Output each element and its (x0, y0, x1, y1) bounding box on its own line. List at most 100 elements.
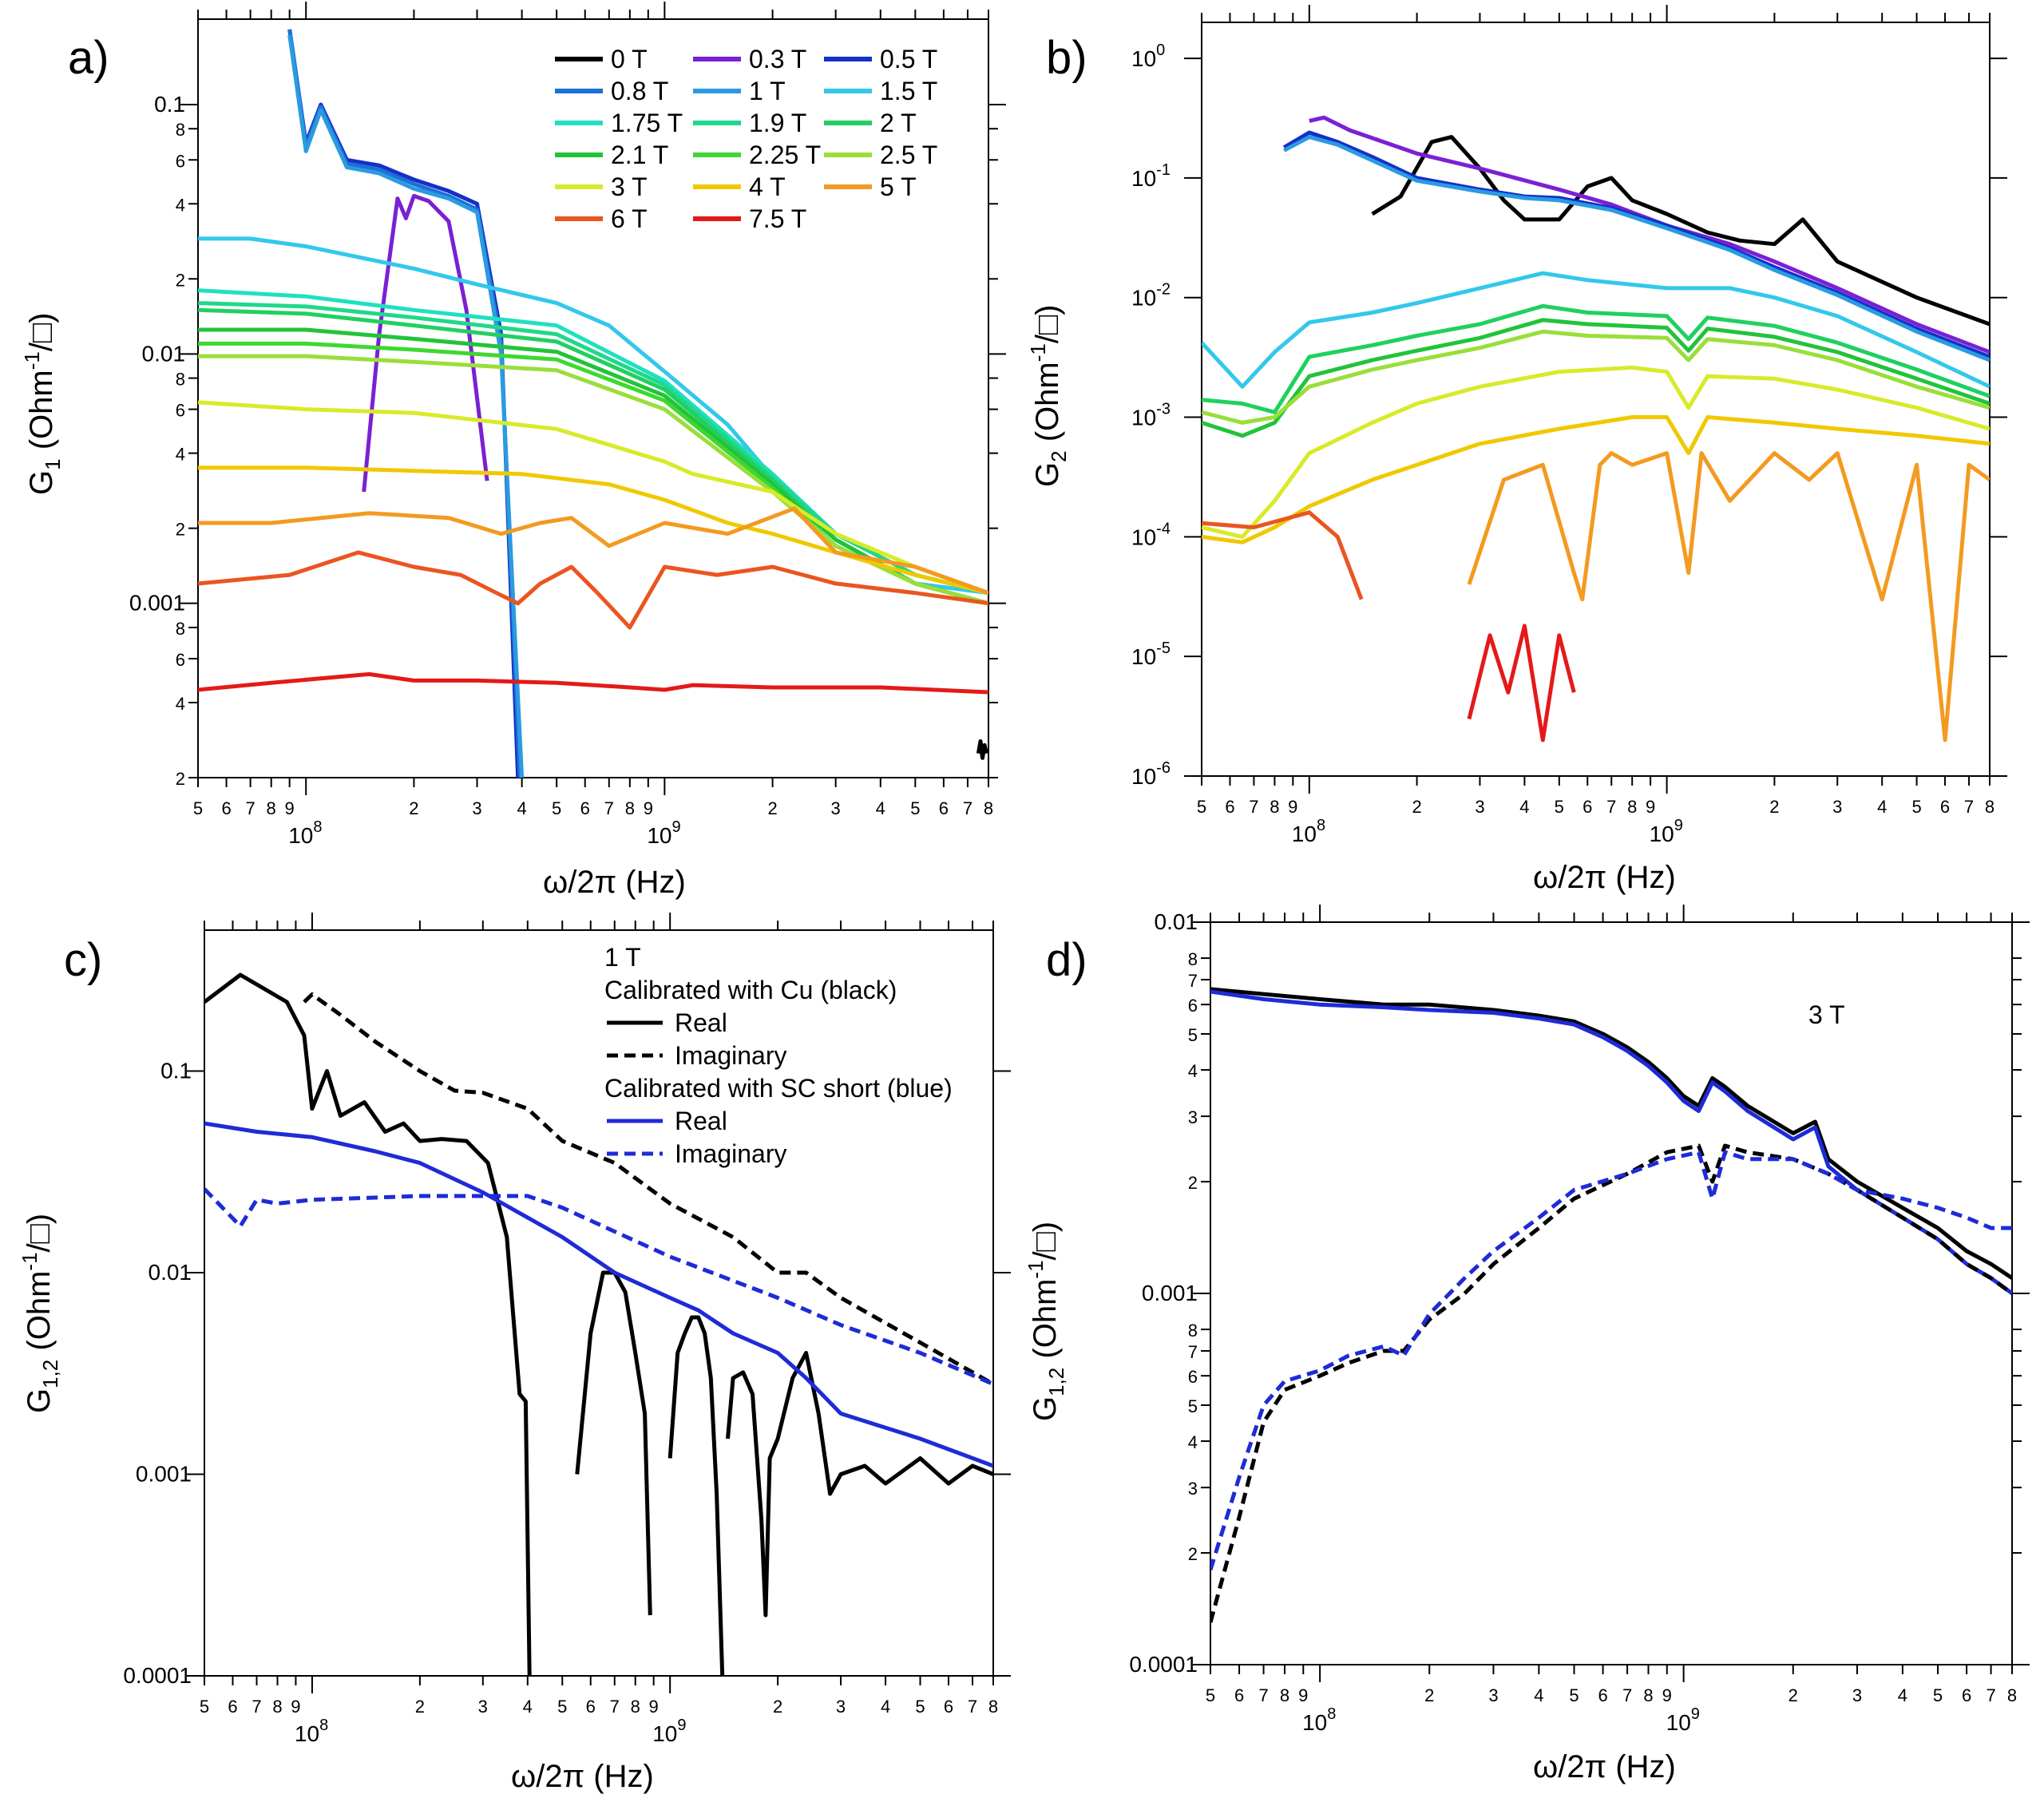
x-minor-label: 7 (1249, 797, 1258, 817)
x-minor-label: 4 (1534, 1685, 1543, 1705)
series-line-sc-imaginary (204, 1187, 993, 1386)
x-minor-label: 7 (1986, 1685, 1995, 1705)
series-line-3-t (1202, 365, 1990, 539)
y-tick-label: 5 (1188, 1396, 1198, 1416)
x-minor-label: 9 (291, 1697, 300, 1717)
panel-b-ylabel: G2 (Ohm-1/□) (1026, 305, 1071, 487)
x-minor-label: 5 (1911, 797, 1921, 817)
x-minor-label: 7 (1258, 1685, 1268, 1705)
y-tick-label: 6 (176, 650, 185, 670)
x-minor-label: 4 (1877, 797, 1887, 817)
legend-label: 6 T (611, 204, 648, 233)
y-tick-label: 2 (1188, 1173, 1198, 1193)
x-minor-label: 6 (1940, 797, 1950, 817)
series-line-cu-real-high-f- (575, 1270, 652, 1616)
series-line-cu-real (1210, 987, 2012, 1280)
legend-label: Real (675, 1008, 727, 1037)
series-line-4-t (198, 465, 988, 596)
y-tick-label: 10-1 (1131, 161, 1171, 191)
x-minor-label: 7 (610, 1697, 620, 1717)
x-minor-label: 5 (915, 1697, 925, 1717)
legend-title: 1 T (604, 943, 641, 972)
series-line-2-5-t (198, 354, 988, 606)
series-line-sc-real (204, 1121, 993, 1468)
x-minor-label: 7 (1964, 797, 1974, 817)
panel-c-legend: 1 T Calibrated with Cu (black) Real Imagina… (604, 943, 953, 1168)
panel-a-frame (197, 18, 989, 778)
panel-c-plot-area (204, 972, 993, 1676)
y-tick-label: 0.0001 (1129, 1652, 1198, 1677)
panel-d-plot-area (1210, 987, 2012, 1623)
x-minor-label: 9 (1646, 797, 1655, 817)
x-minor-label: 6 (1225, 797, 1234, 817)
x-minor-label: 2 (409, 798, 418, 818)
y-tick-label: 10-2 (1131, 281, 1171, 311)
y-tick-label: 4 (1188, 1432, 1198, 1452)
y-tick-label: 4 (1188, 1061, 1198, 1081)
y-tick-label: 7 (1188, 1342, 1198, 1362)
panel-a-legend: 0 T 0.3 T 0.5 T 0.8 T 1 T 1.5 T 1.75 T 1.9 T 2 T… (555, 45, 937, 233)
legend-label: 0.3 T (749, 45, 806, 73)
legend-label: 2.25 T (749, 141, 821, 169)
x-minor-label: 4 (523, 1697, 533, 1717)
series-line-7-5-t (198, 671, 988, 695)
x-tick-label: 109 (1650, 817, 1683, 846)
y-tick-label: 4 (176, 694, 185, 714)
x-minor-label: 9 (649, 1697, 659, 1717)
x-minor-label: 8 (2007, 1685, 2017, 1705)
x-minor-label: 7 (1606, 797, 1616, 817)
y-tick-label: 8 (176, 619, 185, 639)
x-minor-label: 2 (773, 1697, 782, 1717)
x-minor-label: 5 (910, 798, 920, 818)
x-minor-label: 2 (1424, 1685, 1434, 1705)
panel-d-label: d) (1046, 934, 1087, 986)
y-tick-label: 4 (176, 195, 185, 215)
y-tick-label: 5 (1188, 1025, 1198, 1045)
y-tick-label: 0.001 (129, 591, 185, 616)
panel-c-label: c) (64, 934, 102, 986)
panel-a-xlabel: ω/2π (Hz) (543, 865, 686, 900)
y-tick-label: 2 (176, 769, 185, 789)
x-minor-label: 7 (246, 798, 256, 818)
x-minor-label: 7 (252, 1697, 261, 1717)
y-tick-label: 10-5 (1131, 640, 1171, 669)
x-minor-label: 2 (767, 798, 777, 818)
series-line-0-8-t (287, 29, 522, 778)
series-line-0-t (1371, 135, 1990, 327)
y-tick-label: 100 (1131, 42, 1165, 71)
x-minor-label: 2 (1769, 797, 1779, 817)
legend-label: 1.9 T (749, 109, 806, 137)
x-minor-label: 5 (1933, 1685, 1943, 1705)
legend-label: 0.5 T (880, 45, 937, 73)
x-minor-label: 7 (963, 798, 972, 818)
x-minor-label: 7 (968, 1697, 977, 1717)
y-tick-label: 10-3 (1131, 401, 1171, 430)
x-tick-label: 108 (295, 1717, 328, 1746)
series-line-0-t (976, 739, 988, 760)
y-tick-label: 6 (176, 401, 185, 421)
x-minor-label: 4 (1898, 1685, 1907, 1705)
y-tick-label: 10-6 (1131, 759, 1171, 789)
x-tick-label: 109 (1666, 1705, 1700, 1735)
y-tick-label: 0.01 (149, 1260, 192, 1285)
y-tick-label: 8 (176, 120, 185, 140)
x-minor-label: 8 (984, 798, 993, 818)
x-minor-label: 9 (1662, 1685, 1672, 1705)
legend-group-heading: Calibrated with SC short (blue) (604, 1074, 953, 1103)
x-minor-label: 9 (285, 798, 295, 818)
panel-a-plot-area (198, 29, 988, 778)
x-minor-label: 9 (644, 798, 653, 818)
legend-label: Imaginary (675, 1041, 787, 1070)
x-minor-label: 4 (876, 798, 885, 818)
x-minor-label: 3 (1475, 797, 1484, 817)
legend-label: 2.5 T (880, 141, 937, 169)
series-line-5-t (1467, 451, 1990, 743)
x-minor-label: 5 (1569, 1685, 1579, 1705)
